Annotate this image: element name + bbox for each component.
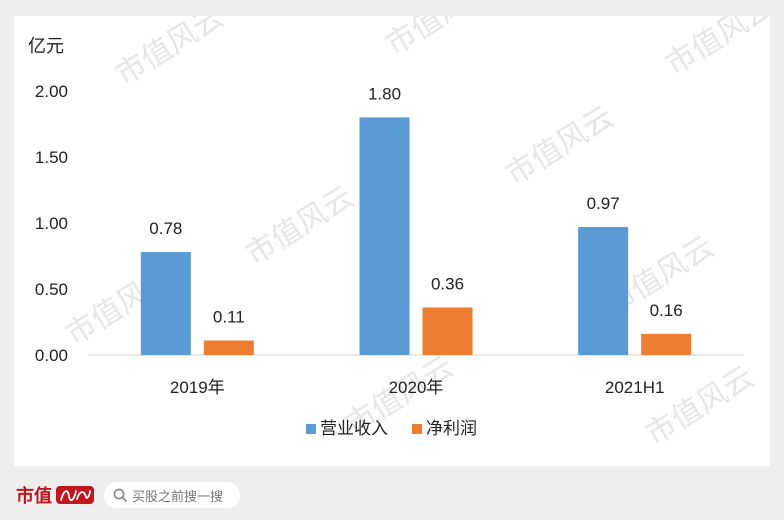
x-tick-label: 2020年 xyxy=(389,378,444,397)
x-tick-label: 2021H1 xyxy=(605,378,665,397)
x-tick-label: 2019年 xyxy=(170,378,225,397)
watermark-text: 市值风云 xyxy=(660,16,770,82)
bar-revenue xyxy=(359,117,410,356)
bars xyxy=(140,117,692,356)
brand-script-logo xyxy=(56,486,94,504)
bar-net-profit xyxy=(203,340,254,355)
chart-card: 市值风云 市值风云 市值风云 市值风云 市值风云 市值风云 市值风云 市值风云 市值风云 亿元 … xyxy=(14,16,770,466)
watermark-text: 市值风云 xyxy=(110,16,229,92)
legend: 营业收入 净利润 xyxy=(306,419,477,438)
data-label: 0.11 xyxy=(213,307,245,326)
data-labels: 0.78 0.11 1.80 0.36 0.97 0.16 xyxy=(149,84,682,326)
data-label: 0.16 xyxy=(650,301,683,320)
y-axis-ticks: 0.00 0.50 1.00 1.50 2.00 xyxy=(35,82,68,365)
bar-net-profit xyxy=(422,307,473,355)
watermark-text: 市值风云 xyxy=(500,100,619,192)
watermark-text: 市值风云 xyxy=(640,360,759,452)
data-label: 1.80 xyxy=(368,84,401,103)
bar-net-profit xyxy=(641,333,692,355)
watermark-text: 市值风云 xyxy=(380,16,499,62)
y-tick-label: 0.00 xyxy=(35,346,68,365)
data-label: 0.97 xyxy=(587,194,620,213)
search-placeholder: 买股之前搜一搜 xyxy=(132,489,224,505)
bar-revenue xyxy=(140,252,191,355)
y-tick-label: 1.00 xyxy=(35,214,68,233)
watermark-text: 市值风云 xyxy=(240,180,359,272)
legend-swatch xyxy=(412,424,422,434)
bar-revenue xyxy=(578,226,629,355)
x-axis-ticks: 2019年 2020年 2021H1 xyxy=(170,378,665,397)
legend-swatch xyxy=(306,424,316,434)
search-box[interactable]: 买股之前搜一搜 xyxy=(104,482,240,508)
legend-label: 净利润 xyxy=(426,419,477,438)
y-unit-label: 亿元 xyxy=(28,36,64,56)
brand-name: 市值 xyxy=(16,486,52,507)
data-label: 0.36 xyxy=(431,274,464,293)
y-tick-label: 1.50 xyxy=(35,148,68,167)
y-tick-label: 0.50 xyxy=(35,280,68,299)
y-tick-label: 2.00 xyxy=(35,82,68,101)
brand-logo: 市值 xyxy=(16,482,94,508)
footer-bar: 市值 买股之前搜一搜 xyxy=(0,470,784,520)
data-label: 0.78 xyxy=(149,219,182,238)
legend-label: 营业收入 xyxy=(320,419,388,438)
search-icon xyxy=(113,488,127,502)
